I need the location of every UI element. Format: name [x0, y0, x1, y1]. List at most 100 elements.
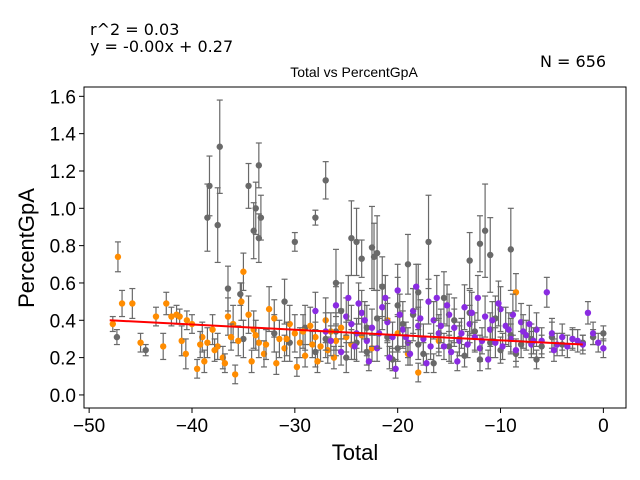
point-marker	[231, 371, 239, 378]
point-marker	[548, 330, 556, 337]
point-marker	[245, 182, 252, 190]
data-point-purple	[492, 327, 499, 359]
point-marker	[235, 337, 242, 345]
data-point-orange	[238, 282, 245, 321]
data-point-purple	[559, 323, 566, 351]
point-marker	[440, 294, 448, 302]
point-marker	[283, 335, 290, 343]
data-point-purple	[399, 310, 407, 349]
x-tick-label: −20	[382, 416, 414, 437]
regression-equation-text: y = -0.00x + 0.27	[90, 37, 234, 56]
point-marker	[600, 345, 607, 352]
point-marker	[301, 352, 309, 359]
point-marker	[399, 326, 407, 333]
point-marker	[238, 298, 245, 305]
point-marker	[519, 328, 527, 335]
data-point-purple	[396, 293, 403, 336]
point-marker	[487, 251, 494, 259]
point-marker	[412, 283, 420, 290]
data-point-purple	[332, 286, 340, 325]
point-marker	[214, 221, 221, 229]
data-point-orange	[224, 297, 232, 336]
data-point-purple	[392, 358, 399, 379]
data-point-purple	[409, 287, 417, 334]
x-tick-label: −40	[176, 416, 208, 437]
y-tick-label: 0.8	[50, 237, 76, 258]
point-marker	[382, 294, 389, 302]
data-point-gray	[281, 278, 288, 325]
point-marker	[137, 339, 144, 346]
data-point-purple	[312, 291, 319, 331]
point-marker	[109, 320, 116, 328]
point-marker	[332, 302, 340, 309]
y-tick-label: 0.0	[50, 386, 76, 407]
y-tick-label: 0.4	[50, 311, 77, 332]
point-marker	[379, 304, 386, 311]
point-marker	[461, 304, 468, 311]
data-point-orange	[262, 329, 270, 361]
data-point-orange	[182, 338, 190, 370]
fit-line	[109, 319, 583, 346]
data-point-orange	[129, 287, 136, 320]
point-marker	[464, 341, 471, 348]
point-marker	[425, 298, 432, 305]
data-point-purple	[447, 340, 455, 364]
data-point-orange	[307, 306, 314, 346]
point-marker	[440, 343, 448, 350]
y-tick-label: 1.0	[50, 199, 76, 220]
data-point-orange	[265, 286, 273, 333]
point-marker	[466, 257, 473, 264]
x-tick-label: 0	[598, 416, 609, 437]
point-marker	[237, 290, 244, 298]
point-marker	[224, 313, 232, 320]
point-marker	[197, 341, 204, 348]
y-tick-label: 0.2	[50, 349, 76, 370]
data-point-purple	[595, 332, 602, 353]
data-point-orange	[276, 319, 283, 359]
data-point-purple	[425, 278, 432, 325]
data-point-gray	[370, 222, 378, 292]
point-marker	[559, 333, 566, 341]
data-point-gray	[476, 215, 484, 273]
point-marker	[474, 294, 482, 302]
point-marker	[327, 337, 335, 345]
data-point-gray	[255, 142, 263, 189]
chart-title: Total vs PercentGpA	[290, 64, 418, 80]
data-point-orange	[330, 345, 338, 370]
data-point-orange	[296, 327, 304, 359]
point-marker	[433, 294, 440, 302]
x-axis-label: Total	[332, 440, 378, 465]
data-point-gray	[507, 207, 515, 292]
data-point-gray	[600, 325, 607, 342]
point-marker	[296, 339, 304, 346]
data-point-gray	[404, 233, 412, 295]
point-marker	[245, 311, 252, 318]
point-marker	[176, 313, 183, 320]
y-tick-label: 1.4	[50, 125, 77, 146]
point-marker	[273, 360, 280, 367]
point-marker	[358, 255, 365, 262]
point-marker	[489, 317, 496, 324]
data-point-purple	[495, 280, 502, 327]
data-point-orange	[209, 314, 216, 346]
r-squared-text: r^2 = 0.03	[90, 20, 180, 39]
data-point-purple	[569, 327, 576, 351]
point-marker	[182, 350, 190, 358]
point-marker	[271, 315, 278, 322]
sample-size-text: N = 656	[540, 52, 607, 71]
point-marker	[550, 346, 558, 354]
point-marker	[365, 358, 373, 365]
point-marker	[163, 300, 170, 307]
point-marker	[152, 313, 160, 320]
data-point-purple	[600, 338, 607, 359]
point-marker	[281, 298, 288, 305]
point-marker	[307, 322, 314, 330]
data-point-orange	[415, 362, 422, 383]
data-point-orange	[512, 273, 520, 312]
point-marker	[396, 311, 403, 318]
point-marker	[430, 360, 437, 367]
data-point-purple	[499, 332, 506, 361]
point-marker	[312, 307, 319, 315]
data-point-orange	[293, 357, 301, 377]
point-marker	[507, 246, 515, 253]
